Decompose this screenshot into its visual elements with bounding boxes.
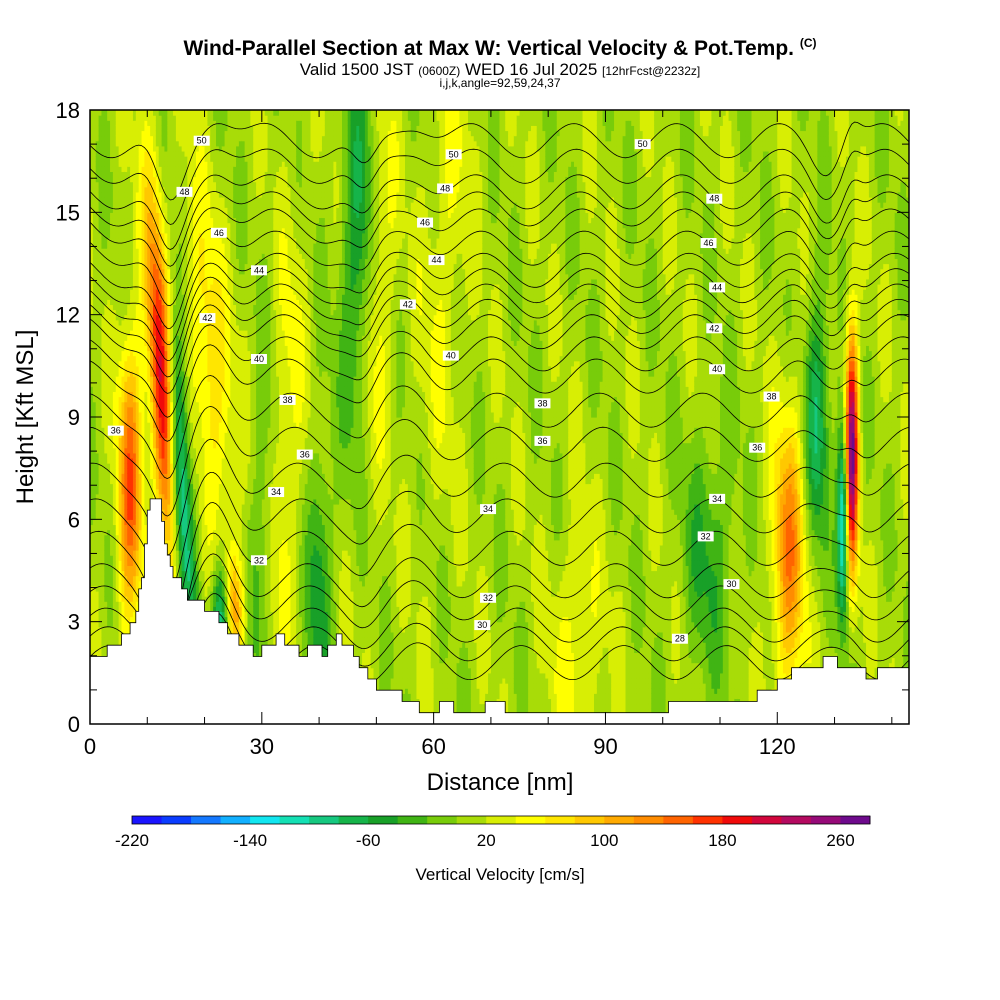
- cross-section-chart: 5048464442403836343236504846444240383634…: [0, 0, 1000, 1000]
